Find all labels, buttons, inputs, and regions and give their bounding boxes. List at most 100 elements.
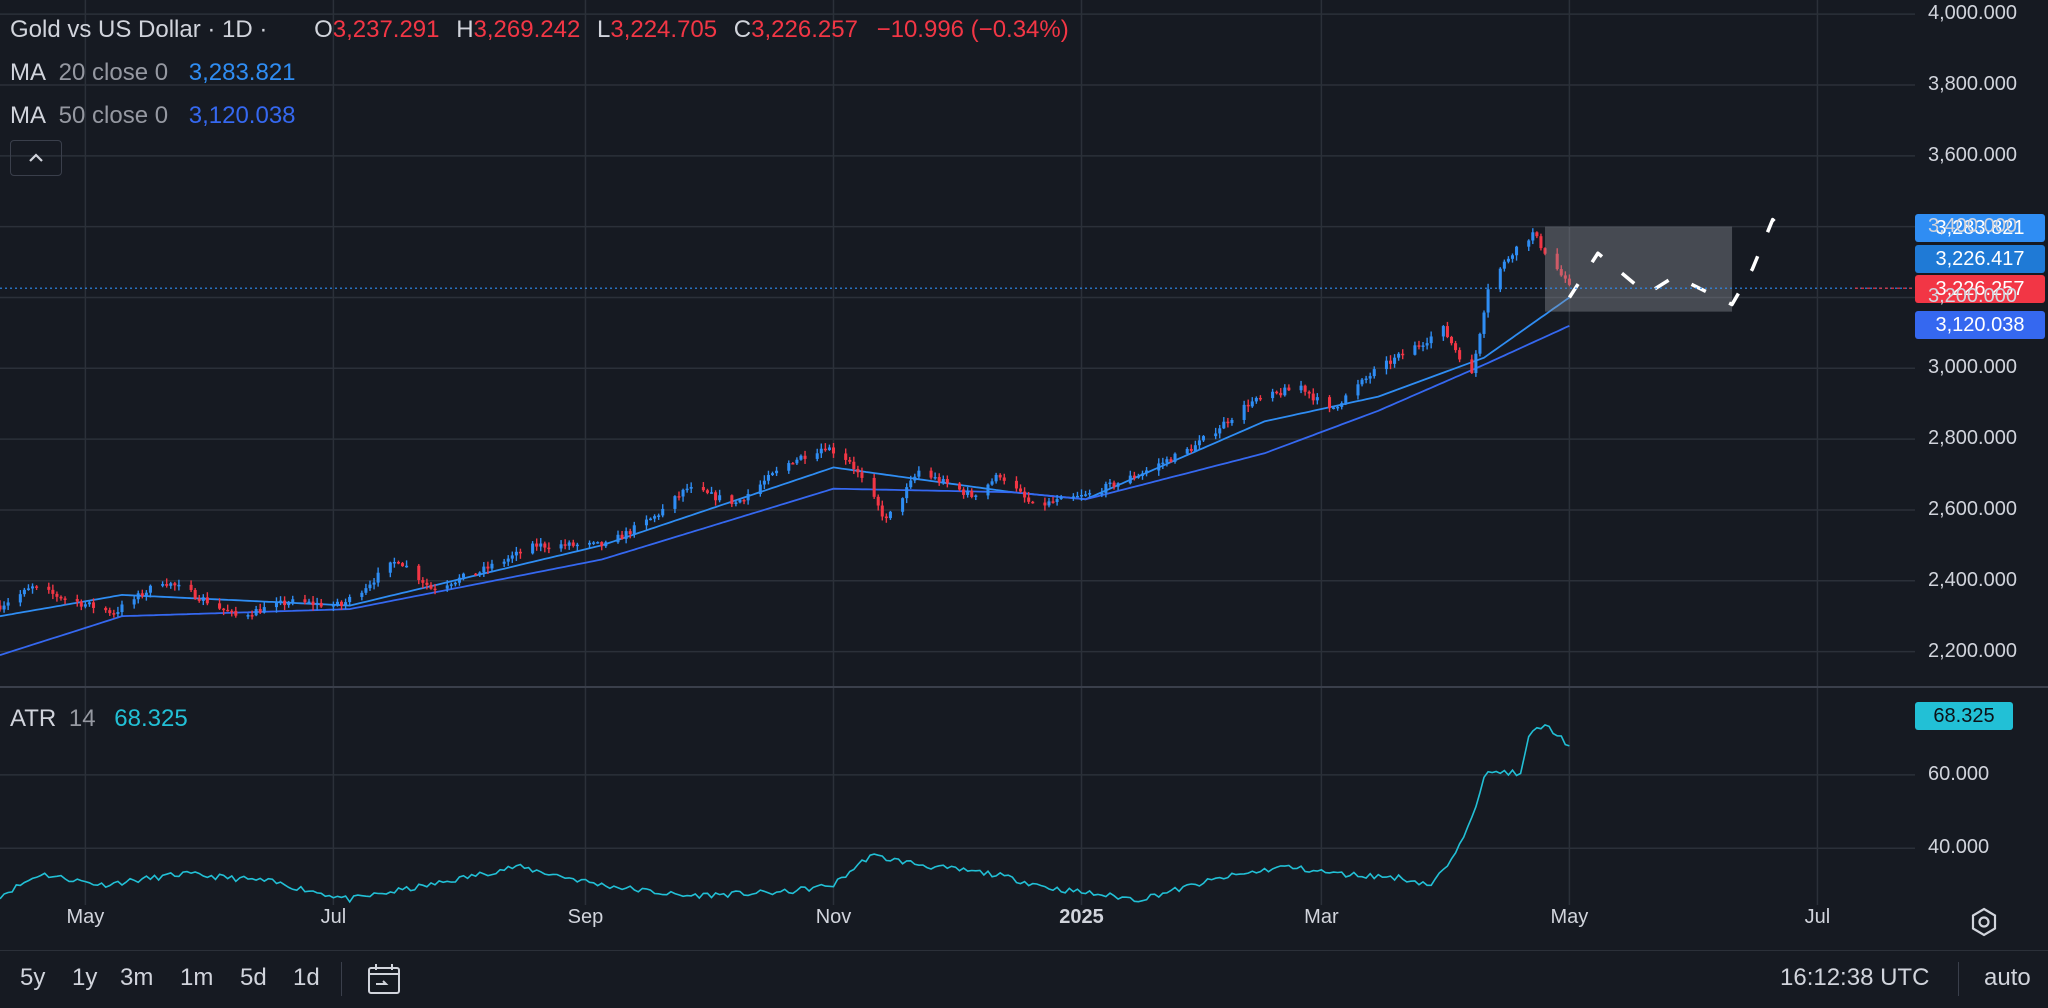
candle-body bbox=[709, 492, 714, 494]
candle-body bbox=[0, 605, 2, 610]
y-tick-label: 2,200.000 bbox=[1928, 639, 2017, 662]
candle-body bbox=[1116, 483, 1120, 487]
candle-body bbox=[311, 601, 315, 606]
range-5d-button[interactable]: 5d bbox=[240, 964, 267, 991]
candle-body bbox=[758, 484, 762, 494]
candle-body bbox=[1023, 491, 1027, 498]
candle-body bbox=[83, 604, 87, 607]
ohlc-close: C3,226.257 bbox=[733, 16, 858, 43]
ma50-line[interactable] bbox=[0, 324, 1570, 656]
candle-body bbox=[335, 601, 339, 606]
candle-body bbox=[1327, 397, 1332, 409]
candle-body bbox=[998, 474, 1002, 478]
candle-body bbox=[1226, 421, 1230, 424]
candle-body bbox=[315, 602, 319, 606]
settings-icon[interactable] bbox=[1968, 906, 2000, 938]
auto-scale-toggle[interactable]: auto bbox=[1984, 964, 2031, 991]
candle-body bbox=[506, 558, 510, 562]
candle-body bbox=[283, 600, 287, 606]
candle-body bbox=[1498, 268, 1502, 290]
symbol-title[interactable]: Gold vs US Dollar · 1D · bbox=[10, 16, 268, 43]
candle-body bbox=[26, 588, 30, 590]
goto-date-icon[interactable] bbox=[366, 962, 402, 996]
candle-body bbox=[1510, 255, 1515, 259]
candle-body bbox=[1458, 350, 1462, 360]
candle-body bbox=[1502, 261, 1506, 269]
candle-body bbox=[6, 602, 10, 606]
range-3m-button[interactable]: 3m bbox=[120, 964, 154, 991]
candle-body bbox=[876, 496, 880, 506]
atr-value: 68.325 bbox=[114, 705, 188, 732]
candle-body bbox=[1100, 492, 1104, 495]
atr-line[interactable] bbox=[0, 723, 1570, 904]
y-tick-label: 2,400.000 bbox=[1928, 568, 2017, 591]
candle-body bbox=[258, 609, 262, 613]
candle-body bbox=[449, 584, 453, 586]
candle-body bbox=[766, 474, 770, 481]
candle-body bbox=[1051, 501, 1055, 503]
candle-body bbox=[368, 584, 372, 589]
clock-time[interactable]: 16:12:38 UTC bbox=[1780, 964, 1930, 991]
candle-body bbox=[937, 477, 941, 483]
candle-body bbox=[1535, 232, 1539, 237]
candle-body bbox=[169, 583, 173, 586]
candle-body bbox=[901, 498, 905, 512]
candle-body bbox=[87, 602, 91, 605]
candle-body bbox=[429, 584, 433, 589]
candle-body bbox=[929, 470, 933, 478]
ohlc-change: −10.996 (−0.34%) bbox=[876, 16, 1069, 43]
legend-ma20[interactable]: MA 20 close 0 3,283.821 bbox=[10, 59, 296, 87]
projection-drawing[interactable] bbox=[1545, 217, 1795, 312]
candle-body bbox=[1185, 448, 1189, 454]
candle-body bbox=[689, 487, 693, 489]
candle-body bbox=[1372, 369, 1376, 377]
candle-body bbox=[770, 473, 775, 475]
moving-averages bbox=[0, 296, 1570, 656]
candle-body bbox=[246, 615, 250, 617]
forecast-path[interactable] bbox=[1567, 217, 1795, 307]
candle-body bbox=[1401, 353, 1405, 356]
candle-body bbox=[1543, 248, 1547, 254]
candle-body bbox=[364, 588, 368, 593]
candle-body bbox=[457, 577, 461, 583]
candle-body bbox=[1136, 475, 1140, 478]
range-1d-button[interactable]: 1d bbox=[293, 964, 320, 991]
candle-body bbox=[852, 461, 856, 469]
range-1y-button[interactable]: 1y bbox=[72, 964, 98, 991]
candle-body bbox=[35, 586, 39, 588]
candle-body bbox=[1449, 336, 1454, 344]
range-1m-button[interactable]: 1m bbox=[180, 964, 214, 991]
x-tick-label: Jul bbox=[1804, 906, 1831, 928]
ma50-label: MA bbox=[10, 102, 46, 129]
forecast-box[interactable] bbox=[1545, 226, 1733, 312]
ma50-value: 3,120.038 bbox=[188, 102, 296, 129]
collapse-legend-button[interactable] bbox=[10, 140, 62, 176]
candle-body bbox=[79, 601, 83, 607]
range-5y-button[interactable]: 5y bbox=[20, 964, 46, 991]
candle-body bbox=[714, 492, 718, 501]
candle-body bbox=[543, 543, 547, 548]
x-tick-label: Jul bbox=[320, 906, 347, 928]
ma20-label: MA bbox=[10, 59, 46, 86]
candle-body bbox=[1140, 473, 1145, 476]
candle-body bbox=[1360, 379, 1364, 385]
candle-body bbox=[173, 583, 177, 586]
bottom-toolbar: 5y 1y 3m 1m 5d 1d 16:12:38 UTC auto bbox=[0, 950, 2048, 1008]
candle-body bbox=[421, 580, 425, 583]
candle-body bbox=[657, 515, 661, 517]
candle-body bbox=[2, 605, 6, 610]
candle-body bbox=[1486, 289, 1490, 313]
candle-body bbox=[1527, 240, 1531, 247]
candle-body bbox=[319, 602, 323, 607]
legend-ma50[interactable]: MA 50 close 0 3,120.038 bbox=[10, 102, 296, 130]
legend-atr[interactable]: ATR 14 68.325 bbox=[10, 705, 188, 733]
candle-body bbox=[205, 597, 209, 604]
ma20-line[interactable] bbox=[0, 296, 1570, 618]
candle-body bbox=[340, 601, 344, 606]
candle-body bbox=[445, 585, 449, 589]
candle-body bbox=[596, 542, 600, 544]
candle-body bbox=[884, 516, 888, 519]
candle-body bbox=[63, 598, 67, 600]
candle-body bbox=[799, 455, 803, 460]
